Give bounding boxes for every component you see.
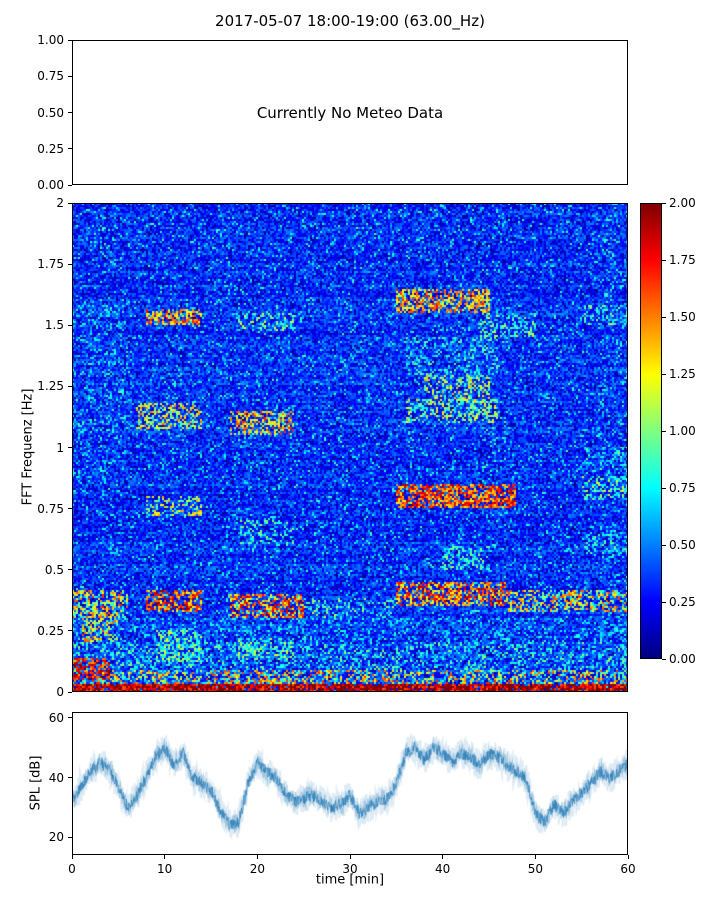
spec-ytick-label: 1.5 bbox=[44, 318, 64, 333]
spec-ytick-label: 1 bbox=[56, 440, 64, 455]
spec-ytick-mark bbox=[68, 447, 72, 448]
spl-xlabel: time [min] bbox=[315, 872, 385, 888]
spec-ytick-mark bbox=[68, 508, 72, 510]
meteo-ytick-label: 1.00 bbox=[37, 33, 64, 47]
meteo-ytick-mark bbox=[68, 75, 72, 77]
spl-xtick-mark bbox=[627, 855, 629, 859]
spec-ytick-label: 2 bbox=[56, 196, 64, 210]
meteo-ytick-mark bbox=[68, 148, 72, 150]
spl-xtick-mark bbox=[349, 855, 351, 859]
spec-ytick-mark bbox=[68, 263, 72, 265]
colorbar-tick-label: 1.50 bbox=[669, 310, 696, 324]
colorbar-tick-mark bbox=[662, 430, 666, 432]
colorbar-tick-mark bbox=[662, 487, 666, 489]
spl-xtick-label: 60 bbox=[620, 862, 636, 876]
colorbar-tick-mark bbox=[662, 259, 666, 261]
spl-xtick-label: 0 bbox=[68, 862, 76, 876]
spl-xtick-label: 30 bbox=[342, 862, 358, 876]
colorbar-tick-label: 0.50 bbox=[669, 538, 696, 552]
spl-ytick-mark bbox=[68, 717, 72, 719]
spec-ytick-label: 0 bbox=[56, 685, 64, 699]
colorbar-tick-label: 1.00 bbox=[669, 424, 696, 438]
spec-ytick-mark bbox=[68, 569, 72, 571]
colorbar-tick-mark bbox=[662, 316, 666, 318]
spec-ytick-label: 1.75 bbox=[37, 257, 64, 272]
meteo-ytick-mark bbox=[68, 184, 72, 186]
colorbar-tick-mark bbox=[662, 658, 666, 660]
spl-ytick-label: 60 bbox=[48, 710, 64, 725]
spec-ytick-mark bbox=[68, 324, 72, 326]
spl-ytick-label: 20 bbox=[48, 830, 64, 845]
meteo-ytick-label: 0.00 bbox=[37, 178, 64, 192]
spec-ytick-mark bbox=[68, 202, 72, 204]
colorbar-canvas bbox=[640, 203, 662, 659]
spec-ytick-mark bbox=[68, 691, 72, 693]
spl-xtick-mark bbox=[256, 855, 258, 859]
colorbar-tick-label: 1.25 bbox=[669, 367, 696, 381]
spec-ytick-label: 0.5 bbox=[44, 562, 64, 577]
colorbar-tick-mark bbox=[662, 601, 666, 603]
figure-title: 2017-05-07 18:00-19:00 (63.00_Hz) bbox=[215, 12, 485, 30]
spl-xtick-mark bbox=[71, 855, 73, 859]
spl-xtick-label: 20 bbox=[249, 862, 265, 876]
colorbar-tick-mark bbox=[662, 202, 666, 204]
colorbar-tick-label: 0.25 bbox=[669, 595, 696, 609]
meteo-message: Currently No Meteo Data bbox=[256, 104, 444, 122]
spl-ytick-mark bbox=[68, 777, 72, 779]
spl-ytick-label: 40 bbox=[48, 770, 64, 785]
spec-ytick-mark bbox=[68, 630, 72, 632]
spl-xtick-label: 50 bbox=[527, 862, 543, 876]
spl-ytick-mark bbox=[68, 836, 72, 838]
spec-ytick-label: 0.25 bbox=[37, 623, 64, 638]
spl-xtick-mark bbox=[534, 855, 536, 859]
spl-xtick-label: 40 bbox=[435, 862, 451, 876]
spl-canvas bbox=[72, 712, 628, 855]
spec-ytick-mark bbox=[68, 385, 72, 387]
meteo-ytick-label: 0.50 bbox=[37, 105, 64, 120]
meteo-ytick-label: 0.25 bbox=[37, 141, 64, 156]
meteo-ytick-mark bbox=[68, 39, 72, 41]
spl-xtick-mark bbox=[164, 855, 166, 859]
colorbar-tick-label: 2.00 bbox=[669, 196, 696, 210]
spl-xtick-mark bbox=[442, 855, 444, 859]
colorbar-tick-label: 0.75 bbox=[669, 481, 696, 495]
spec-ytick-label: 1.25 bbox=[37, 379, 64, 394]
spl-xtick-label: 10 bbox=[157, 862, 173, 876]
colorbar-tick-mark bbox=[662, 373, 666, 375]
meteo-ytick-mark bbox=[68, 112, 72, 113]
colorbar-tick-label: 1.75 bbox=[669, 253, 696, 267]
spec-ytick-label: 0.75 bbox=[37, 501, 64, 516]
spectrogram-canvas bbox=[72, 203, 628, 692]
colorbar-tick-mark bbox=[662, 544, 666, 546]
colorbar-tick-label: 0.00 bbox=[669, 652, 696, 666]
meteo-ytick-label: 0.75 bbox=[37, 69, 64, 84]
